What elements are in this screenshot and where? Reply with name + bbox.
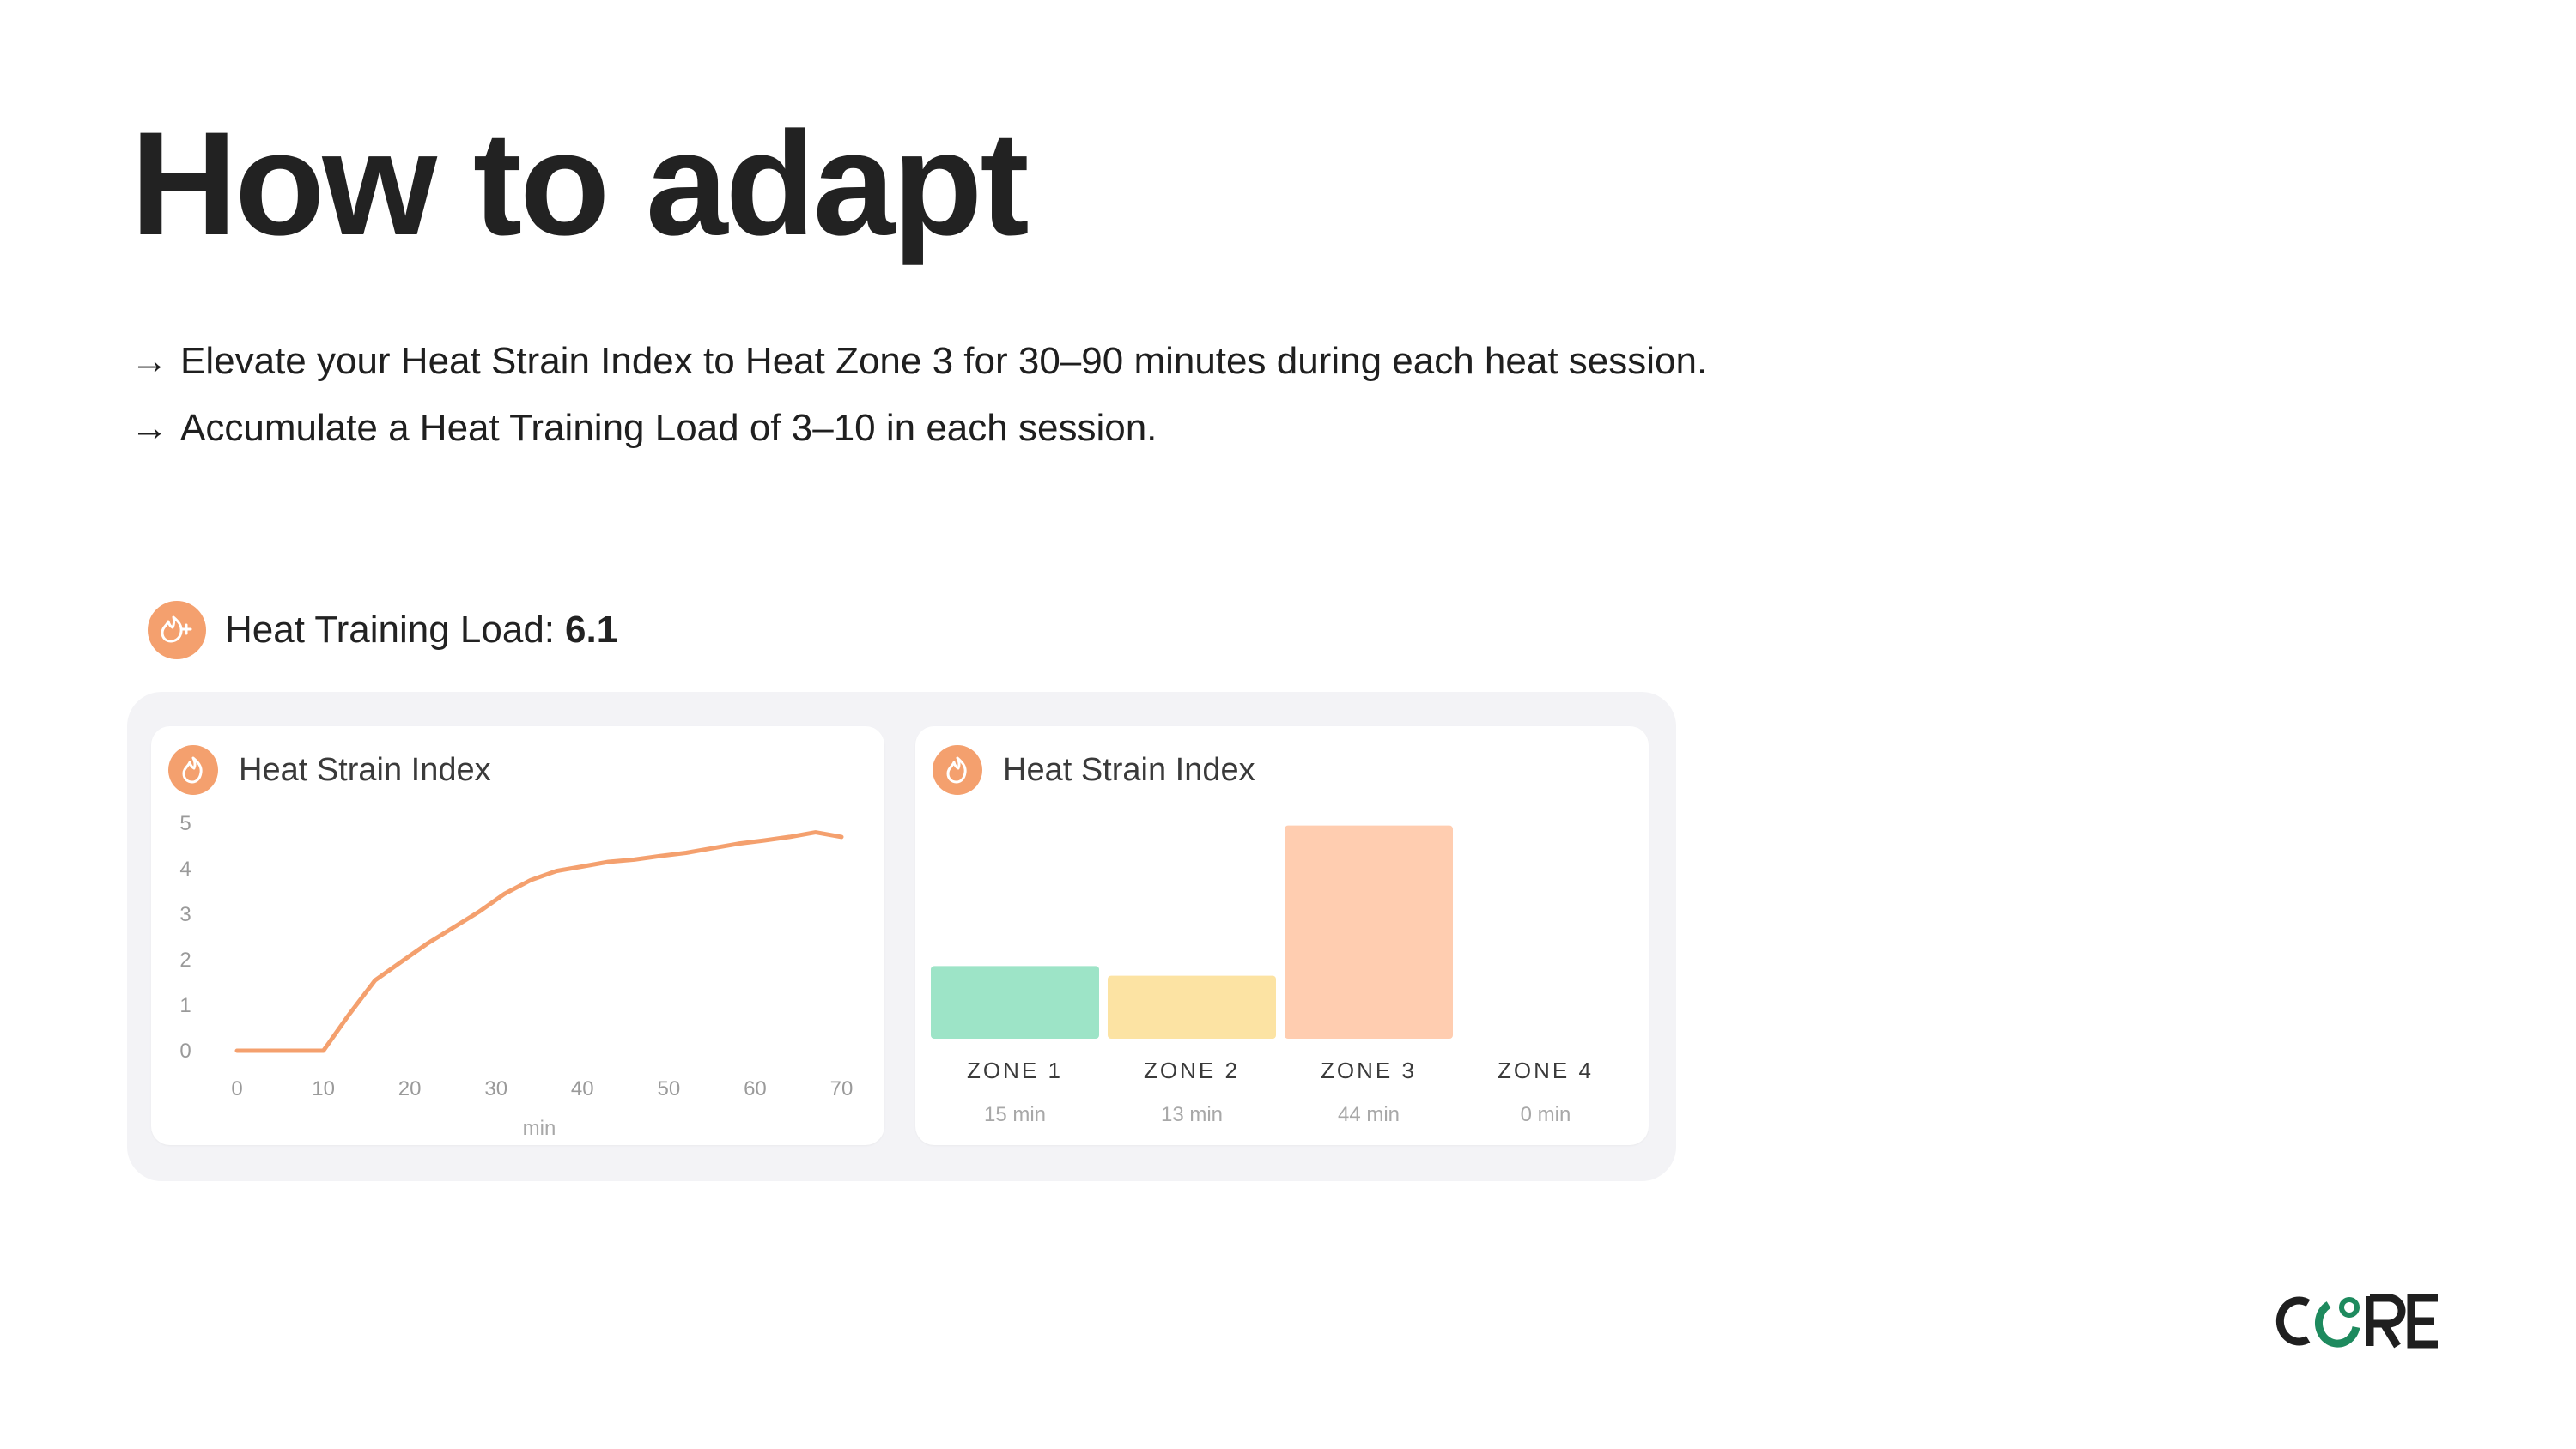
zone-bar [1108,975,1276,1039]
heat-training-load-label: Heat Training Load: 6.1 [225,609,618,651]
x-tick-label: 10 [312,1077,335,1100]
y-tick-label: 5 [179,812,191,835]
instruction-text: Accumulate a Heat Training Load of 3–10 … [180,407,1157,449]
arrow-right-icon: → [131,407,168,449]
core-logo [2263,1286,2470,1359]
x-tick-label: 50 [658,1077,681,1100]
charts-panel: Heat Strain Index 0 1 2 3 4 5 0 10 20 30 40 50 60 70 m… [127,692,1676,1181]
instruction-item: → Accumulate a Heat Training Load of 3–1… [131,395,1707,462]
page-title: How to adapt [131,101,1030,266]
bar-chart: ZONE 1 15 min ZONE 2 13 min ZONE 3 44 min ZONE… [931,825,1594,1126]
zone-label: ZONE 2 [1144,1058,1240,1083]
line-chart-card: Heat Strain Index 0 1 2 3 4 5 0 10 20 30 40 50 60 70 m… [151,726,884,1145]
card-header: Heat Strain Index [168,745,491,795]
heat-training-load: Heat Training Load: 6.1 [148,601,617,659]
bar-chart-card: Heat Strain Index ZONE 1 15 min ZONE 2 13 m… [915,726,1649,1145]
heat-strain-line [234,830,844,1053]
arrow-right-icon: → [131,340,168,382]
bar-chart-title: Heat Strain Index [1003,751,1255,788]
zone-duration-label: 0 min [1521,1103,1571,1126]
x-tick-label: 60 [744,1077,767,1100]
instruction-list: → Elevate your Heat Strain Index to Heat… [131,328,1707,462]
x-tick-label: 30 [484,1077,507,1100]
zone-label: ZONE 3 [1321,1058,1417,1083]
zone-duration-label: 13 min [1161,1103,1223,1126]
y-tick-label: 3 [179,903,191,926]
y-tick-label: 2 [179,949,191,972]
flame-icon [933,745,982,795]
line-chart-title: Heat Strain Index [239,751,491,788]
y-tick-label: 0 [179,1040,191,1063]
zone-bar [1285,825,1453,1039]
heat-training-load-value: 6.1 [565,609,618,651]
zone-duration-label: 15 min [984,1103,1046,1126]
zone-label: ZONE 4 [1498,1058,1594,1083]
zone-bar [931,966,1099,1039]
zone-label: ZONE 1 [967,1058,1063,1083]
flame-icon [168,745,218,795]
y-tick-label: 1 [179,994,191,1017]
card-header: Heat Strain Index [933,745,1255,795]
y-tick-label: 4 [179,858,191,881]
instruction-text: Elevate your Heat Strain Index to Heat Z… [180,340,1708,382]
x-tick-label: 0 [231,1077,242,1100]
x-tick-label: 40 [571,1077,594,1100]
x-axis-label: min [523,1117,556,1140]
x-tick-label: 70 [830,1077,854,1100]
zone-duration-label: 44 min [1338,1103,1400,1126]
instruction-item: → Elevate your Heat Strain Index to Heat… [131,328,1707,395]
flame-plus-icon [148,601,206,659]
x-tick-label: 20 [398,1077,422,1100]
